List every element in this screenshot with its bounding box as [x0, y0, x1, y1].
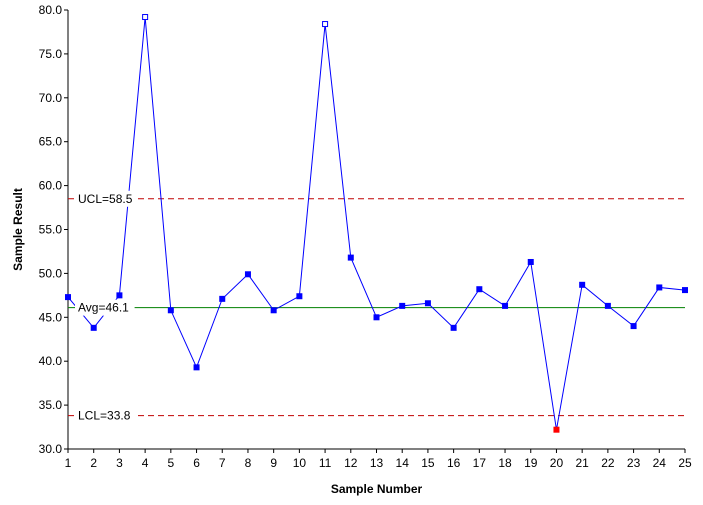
- y-tick-label: 75.0: [39, 47, 63, 61]
- data-point: [502, 302, 509, 309]
- x-tick-label: 8: [245, 456, 252, 470]
- data-point: [656, 284, 663, 291]
- y-tick-label: 80.0: [39, 3, 63, 17]
- y-tick-label: 35.0: [39, 398, 63, 412]
- data-point: [322, 21, 329, 28]
- avg-label: Avg=46.1: [78, 301, 129, 315]
- data-point: [682, 287, 688, 294]
- x-tick-label: 23: [627, 456, 641, 470]
- x-tick-label: 13: [370, 456, 384, 470]
- x-tick-label: 12: [344, 456, 358, 470]
- data-point: [65, 294, 71, 301]
- y-tick-label: 40.0: [39, 354, 63, 368]
- data-point: [579, 281, 586, 288]
- y-tick-label: 60.0: [39, 179, 63, 193]
- y-tick-label: 55.0: [39, 223, 63, 237]
- data-point: [219, 295, 226, 302]
- x-tick-label: 15: [421, 456, 435, 470]
- data-point: [553, 426, 560, 433]
- data-point: [296, 293, 303, 300]
- x-tick-label: 18: [498, 456, 512, 470]
- data-point: [527, 258, 534, 265]
- y-tick-label: 70.0: [39, 91, 63, 105]
- data-point: [167, 307, 174, 314]
- x-tick-label: 5: [167, 456, 174, 470]
- x-axis-title: Sample Number: [331, 482, 423, 496]
- data-point: [399, 302, 406, 309]
- x-tick-label: 4: [142, 456, 149, 470]
- x-tick-label: 7: [219, 456, 226, 470]
- data-point: [90, 324, 97, 331]
- data-points: [65, 14, 688, 433]
- data-point: [450, 324, 457, 331]
- x-tick-label: 22: [601, 456, 615, 470]
- x-axis-ticks: 1 2 3 4 5 6 7 8 9 10 11 12 13 14 15 16 17 18 19 20 21 22 23 24 2…: [65, 449, 692, 470]
- x-tick-label: 2: [90, 456, 97, 470]
- x-tick-label: 25: [678, 456, 692, 470]
- data-point: [424, 300, 431, 307]
- lcl-label: LCL=33.8: [78, 409, 131, 423]
- x-tick-label: 24: [653, 456, 667, 470]
- data-point: [244, 271, 251, 278]
- x-tick-label: 19: [524, 456, 538, 470]
- x-tick-label: 10: [293, 456, 307, 470]
- x-tick-label: 11: [319, 456, 332, 470]
- data-point: [604, 302, 611, 309]
- avg-label-background: [75, 299, 135, 316]
- x-tick-label: 1: [65, 456, 72, 470]
- data-point: [476, 286, 483, 293]
- lcl-label-background: [75, 407, 135, 424]
- x-tick-label: 14: [396, 456, 410, 470]
- ucl-label: UCL=58.5: [78, 192, 133, 206]
- y-axis-title: Sample Result: [11, 188, 25, 271]
- data-point: [347, 254, 354, 261]
- x-tick-label: 9: [270, 456, 277, 470]
- x-tick-label: 17: [473, 456, 487, 470]
- series-line: [67, 16, 686, 430]
- data-point: [116, 292, 123, 299]
- data-point: [142, 14, 149, 21]
- y-tick-label: 65.0: [39, 135, 63, 149]
- x-tick-label: 21: [575, 456, 589, 470]
- data-point: [373, 314, 380, 321]
- y-tick-label: 30.0: [39, 442, 63, 456]
- y-tick-label: 45.0: [39, 310, 63, 324]
- x-tick-label: 6: [193, 456, 200, 470]
- data-point: [270, 307, 277, 314]
- data-point: [193, 364, 200, 371]
- x-tick-label: 16: [447, 456, 461, 470]
- x-tick-label: 3: [116, 456, 123, 470]
- x-tick-label: 20: [550, 456, 564, 470]
- y-tick-label: 50.0: [39, 266, 63, 280]
- ucl-label-background: [75, 190, 135, 207]
- y-axis-ticks: 30.0 35.0 40.0 45.0 50.0 55.0 60.0 65.0 70.0 75.0…: [39, 3, 68, 456]
- data-point: [630, 323, 637, 330]
